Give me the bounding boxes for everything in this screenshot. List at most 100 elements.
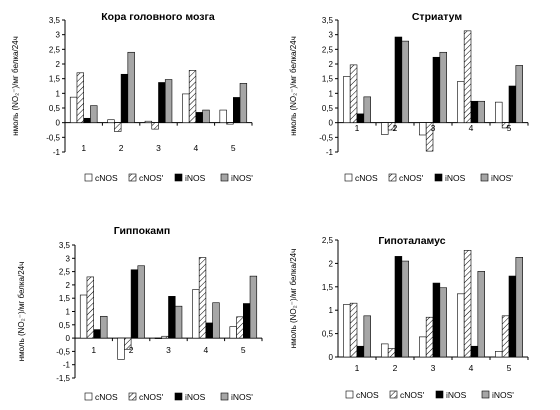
- legend-swatch-2: [128, 173, 137, 182]
- bar-inos: [356, 113, 365, 123]
- y-tick-label: 2,5: [322, 236, 334, 245]
- bar-cnos: [154, 337, 163, 339]
- y-tick-label: 0,5: [49, 104, 61, 113]
- bar-cnos-prime: [425, 122, 434, 152]
- legend-label: iNOS': [231, 173, 253, 183]
- bar-cnos-prime: [161, 335, 169, 339]
- category-label: 3: [431, 363, 436, 373]
- y-tick-label: 0: [329, 119, 334, 128]
- bar-inos-prime: [363, 315, 371, 358]
- bar-cnos: [229, 326, 237, 339]
- y-tick-label: -0,5: [56, 347, 70, 356]
- category-label: 5: [507, 123, 512, 133]
- bar-inos-prime: [439, 287, 447, 358]
- y-tick-label: -0,5: [46, 133, 60, 142]
- y-tick-label: 2,5: [322, 45, 334, 54]
- bar-cnos: [457, 81, 465, 123]
- y-tick-label: 2: [66, 281, 71, 290]
- bar-cnos-prime: [76, 72, 85, 123]
- bar-inos: [470, 100, 479, 123]
- y-tick-label: 3: [56, 31, 61, 40]
- y-axis-label: нмоль (NO₂⁻)/мг белка/24ч: [17, 262, 26, 362]
- bar-cnos-prime: [463, 249, 472, 358]
- bar-inos-prime: [137, 265, 145, 339]
- bar-inos-prime: [100, 315, 108, 339]
- legend-label: iNOS: [185, 173, 206, 183]
- y-tick-label: 1,5: [322, 75, 334, 84]
- legend-label: iNOS: [445, 173, 466, 183]
- bar-cnos: [495, 351, 503, 358]
- bar-cnos: [69, 96, 78, 123]
- bar-cnos-prime: [463, 30, 472, 123]
- bar-cnos: [343, 304, 351, 358]
- bar-cnos: [381, 343, 389, 358]
- bar-inos-prime: [401, 260, 409, 358]
- category-label: 1: [81, 143, 86, 153]
- bar-inos: [195, 112, 203, 123]
- chart-panel-4: Гипоталамус 2,5 2 1,5 1 0,5 0 нмоль (NO₂⁻)/мг б…: [289, 235, 529, 400]
- bar-inos-prime: [202, 109, 210, 123]
- category-label: 3: [166, 345, 171, 355]
- legend-swatch-3: [434, 173, 443, 182]
- bar-inos: [158, 82, 166, 123]
- legend-label: cNOS': [400, 390, 425, 400]
- legend-label: cNOS: [356, 390, 379, 400]
- y-tick-label: 2: [56, 60, 61, 69]
- y-tick-label: 1: [66, 308, 71, 317]
- y-tick-label: 1: [329, 306, 334, 315]
- legend-swatch-1: [344, 173, 353, 182]
- category-label: 5: [231, 143, 236, 153]
- bar-cnos-prime: [151, 122, 159, 130]
- y-tick-label: 0: [329, 353, 334, 362]
- legend-label: iNOS': [491, 173, 513, 183]
- bar-inos: [394, 36, 403, 123]
- bar-cnos: [144, 120, 153, 123]
- y-axis-label: нмоль (NO₂⁻)/мг белка/24ч: [289, 36, 298, 136]
- category-label: 4: [469, 363, 474, 373]
- y-tick-label: 2,5: [59, 268, 71, 277]
- y-tick-label: -1: [53, 148, 61, 157]
- bar-cnos: [381, 122, 389, 135]
- y-tick-label: 1,5: [49, 75, 61, 84]
- y-tick-label: -1: [326, 148, 334, 157]
- bar-inos: [508, 275, 517, 358]
- bar-cnos-prime: [501, 315, 510, 358]
- legend-label: cNOS': [139, 173, 164, 183]
- bar-inos: [356, 345, 365, 358]
- y-tick-label: 1: [56, 89, 61, 98]
- bar-cnos-prime: [236, 316, 244, 339]
- y-tick-label: -1,5: [56, 374, 70, 383]
- y-tick-label: 3: [66, 254, 71, 263]
- bar-cnos-prime: [226, 122, 234, 125]
- legend-swatch-4: [220, 392, 229, 401]
- bar-inos: [93, 329, 101, 339]
- y-tick-label: 2: [329, 60, 334, 69]
- legend-swatch-1: [345, 390, 354, 399]
- legend-swatch-1: [84, 392, 93, 401]
- legend: cNOS cNOS' iNOS iNOS': [84, 173, 253, 183]
- y-tick-label: 3,5: [322, 16, 334, 25]
- legend: cNOS cNOS' iNOS iNOS': [345, 390, 514, 400]
- category-label: 2: [393, 363, 398, 373]
- bar-inos: [243, 303, 251, 339]
- category-label: 2: [393, 123, 398, 133]
- bar-cnos: [192, 289, 200, 339]
- legend-swatch-2: [389, 390, 398, 399]
- y-tick-label: 2: [329, 259, 334, 268]
- bar-inos-prime: [174, 305, 183, 339]
- bar-cnos-prime: [86, 276, 95, 339]
- legend: cNOS cNOS' iNOS iNOS': [344, 173, 513, 183]
- y-tick-label: 0: [66, 334, 71, 343]
- y-tick-label: 3,5: [49, 16, 61, 25]
- category-label: 2: [129, 345, 134, 355]
- bar-inos: [130, 269, 139, 339]
- chart-panel-2: Стриатум 3,5 3 2,5 2 1,5 1 0,5 0 -0,5 -1 нмоль (NO₂…: [289, 11, 529, 183]
- category-label: 1: [91, 345, 96, 355]
- category-label: 4: [204, 345, 209, 355]
- bar-cnos-prime: [387, 348, 396, 358]
- legend-swatch-4: [220, 173, 229, 182]
- bar-inos: [432, 282, 441, 358]
- bar-inos: [83, 117, 91, 123]
- bar-inos-prime: [515, 65, 523, 123]
- category-label: 5: [507, 363, 512, 373]
